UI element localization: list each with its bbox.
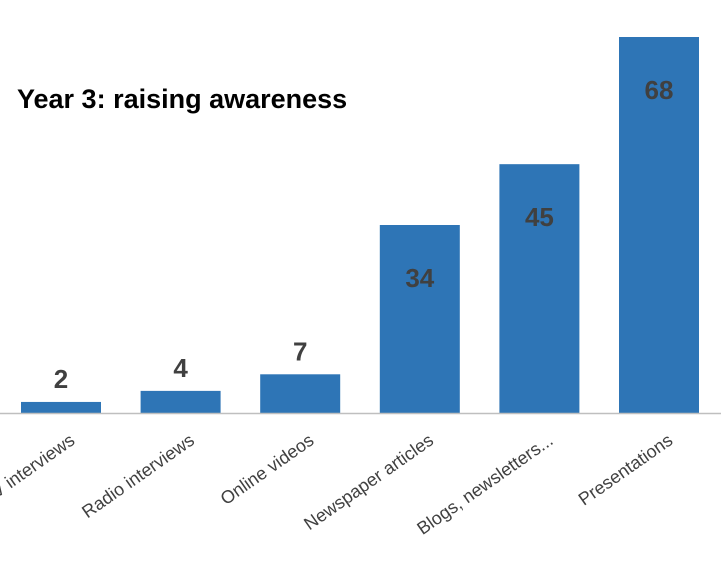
bar [499, 164, 580, 413]
category-tick-label: Newspaper articles [300, 430, 437, 534]
bar [379, 225, 460, 413]
bar-value-label: 4 [173, 353, 188, 383]
bar [21, 401, 101, 413]
value-labels-group: 2 4 7 34 45 68 [54, 75, 674, 394]
bar-value-label: 45 [525, 202, 554, 232]
category-labels-group: TV interviews Radio interviews Online vide… [0, 430, 676, 539]
bar-value-label: 2 [54, 364, 68, 394]
category-tick-label: Online videos [217, 430, 318, 509]
bar-value-label: 68 [645, 75, 674, 105]
category-tick-label: Radio interviews [78, 430, 198, 522]
category-tick-label: Presentations [575, 430, 677, 510]
bar [619, 37, 699, 413]
category-tick-label: TV interviews [0, 430, 78, 508]
bar-value-label: 7 [293, 336, 307, 366]
bar [260, 374, 341, 413]
chart-title: Year 3: raising awareness [17, 84, 348, 114]
bars-group [21, 37, 699, 413]
bar [140, 390, 221, 413]
bar-value-label: 34 [405, 263, 434, 293]
